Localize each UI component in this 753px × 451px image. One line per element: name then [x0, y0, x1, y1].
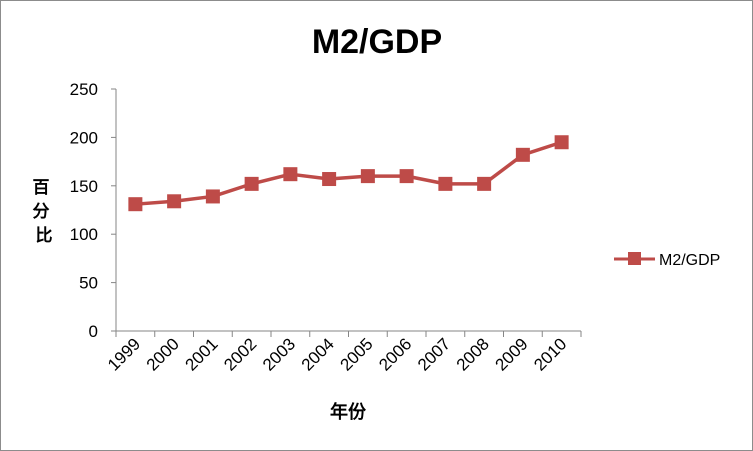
legend: M2/GDP: [614, 252, 720, 269]
data-point-marker: [244, 176, 259, 191]
data-point-marker: [167, 194, 182, 209]
y-axis-ticks: 0 50 100 150 200 250: [70, 80, 116, 341]
x-tick-label: 2005: [337, 334, 377, 374]
y-axis-label: 百 分 比: [33, 178, 56, 246]
data-point-marker: [438, 176, 453, 191]
data-point-marker: [283, 167, 298, 182]
x-tick-label: 2004: [298, 334, 338, 374]
x-tick-label: 2006: [375, 334, 415, 374]
legend-marker: [628, 252, 641, 265]
x-tick-label: 2010: [530, 334, 570, 374]
y-tick-label: 150: [70, 177, 98, 196]
x-axis-label: 年份: [330, 401, 367, 423]
y-tick-label: 0: [89, 322, 98, 341]
y-tick-label: 200: [70, 128, 98, 147]
y-tick-label: 50: [79, 274, 98, 293]
data-point-marker: [399, 169, 414, 184]
x-tick-label: 2000: [143, 334, 183, 374]
data-point-marker: [322, 172, 337, 187]
data-point-marker: [477, 176, 492, 191]
data-point-marker: [205, 189, 220, 204]
x-tick-label: 2007: [414, 334, 454, 374]
data-point-marker: [360, 169, 375, 184]
x-tick-label: 2009: [492, 334, 532, 374]
series-line: [135, 140, 563, 206]
legend-label: M2/GDP: [659, 252, 720, 269]
x-axis-ticks: 1999200020012002200320042005200620072008…: [104, 331, 582, 375]
x-tick-label: 1999: [104, 334, 144, 374]
x-tick-label: 2002: [220, 334, 260, 374]
data-point-marker: [128, 197, 143, 212]
x-tick-label: 2001: [182, 334, 222, 374]
y-tick-label: 100: [70, 225, 98, 244]
data-point-marker: [554, 135, 569, 150]
y-tick-label: 250: [70, 80, 98, 99]
x-tick-label: 2008: [453, 334, 493, 374]
series-group: [128, 135, 569, 212]
chart-title: M2/GDP: [312, 23, 442, 61]
data-point-marker: [515, 147, 530, 162]
x-tick-label: 2003: [259, 334, 299, 374]
